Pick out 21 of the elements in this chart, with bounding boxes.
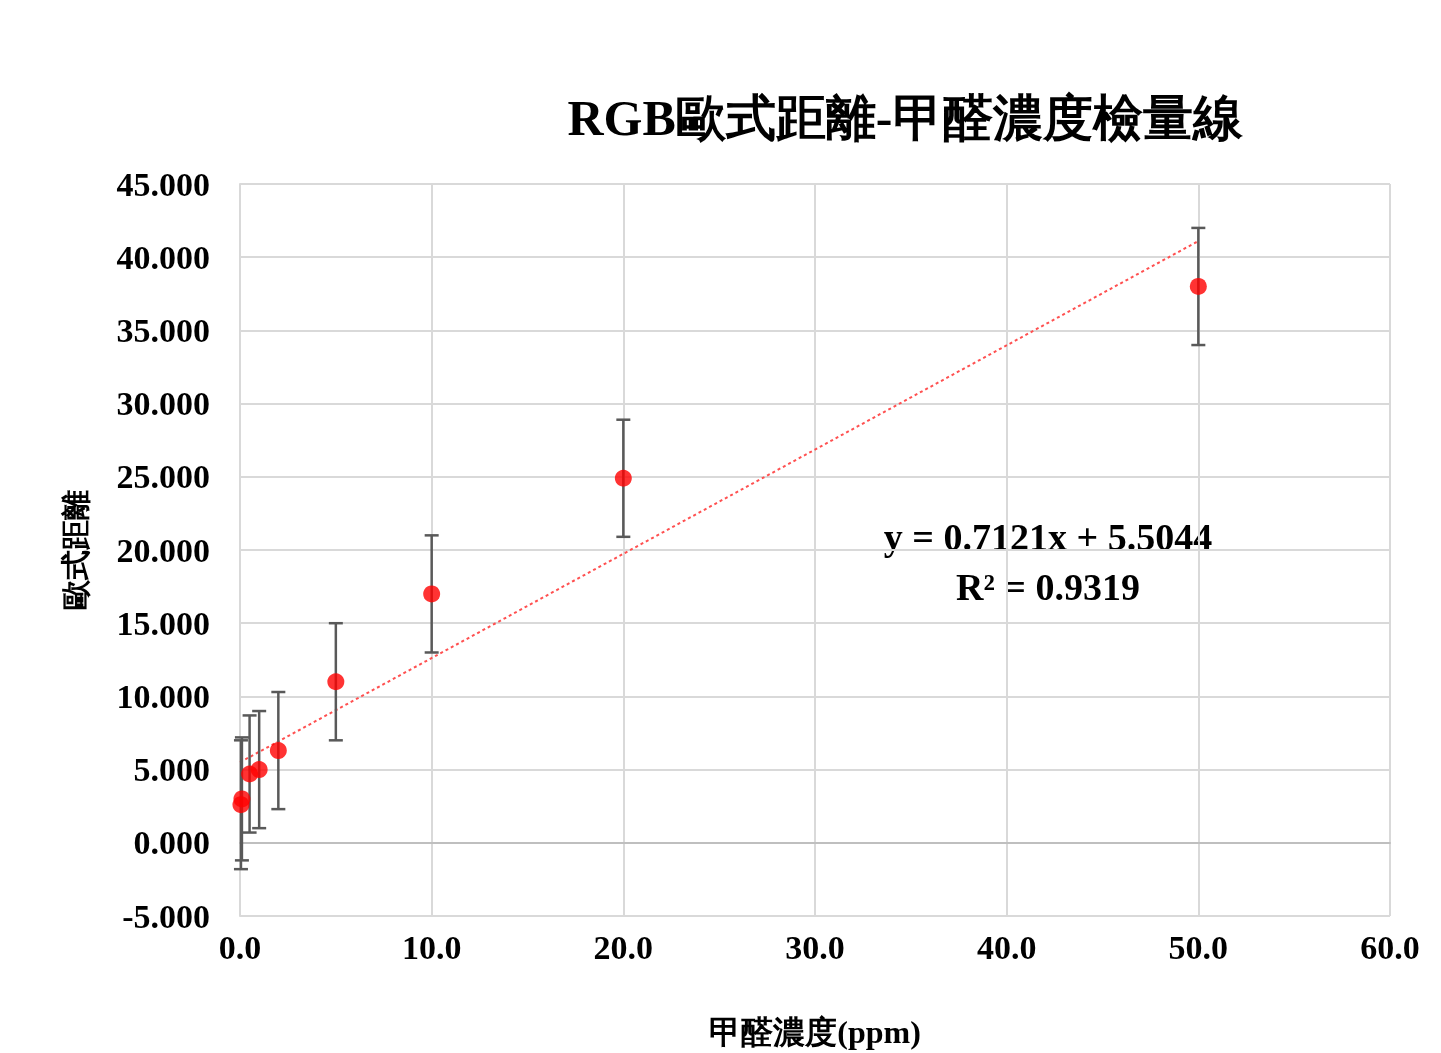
x-tick-label: 50.0 — [1168, 928, 1229, 966]
y-tick-label: 25.000 — [116, 458, 210, 496]
x-tick-label: 10.0 — [401, 928, 462, 966]
y-tick-label: 35.000 — [116, 311, 210, 349]
x-tick-label: 20.0 — [593, 928, 654, 966]
x-tick-label: 60.0 — [1360, 928, 1420, 966]
y-tick-label: 0.000 — [133, 824, 210, 862]
x-axis-title: 甲醛濃度(ppm) — [709, 1014, 921, 1050]
x-tick-label: 0.0 — [218, 928, 262, 966]
x-tick-label: 40.0 — [976, 928, 1037, 966]
y-tick-label: 10.000 — [116, 677, 210, 715]
y-tick-label: 30.000 — [116, 385, 210, 423]
chart-title: RGB歐式距離-甲醛濃度檢量線 — [567, 90, 1244, 146]
y-tick-label: 15.000 — [116, 604, 210, 642]
y-axis-title: 歐式距離 — [58, 490, 92, 610]
y-tick-label: 40.000 — [116, 238, 210, 276]
y-tick-label: 5.000 — [133, 751, 210, 789]
y-tick-label: 45.000 — [116, 165, 210, 203]
y-tick-label: -5.000 — [122, 897, 210, 935]
x-tick-label: 30.0 — [785, 928, 845, 966]
y-tick-label: 20.000 — [116, 531, 210, 569]
